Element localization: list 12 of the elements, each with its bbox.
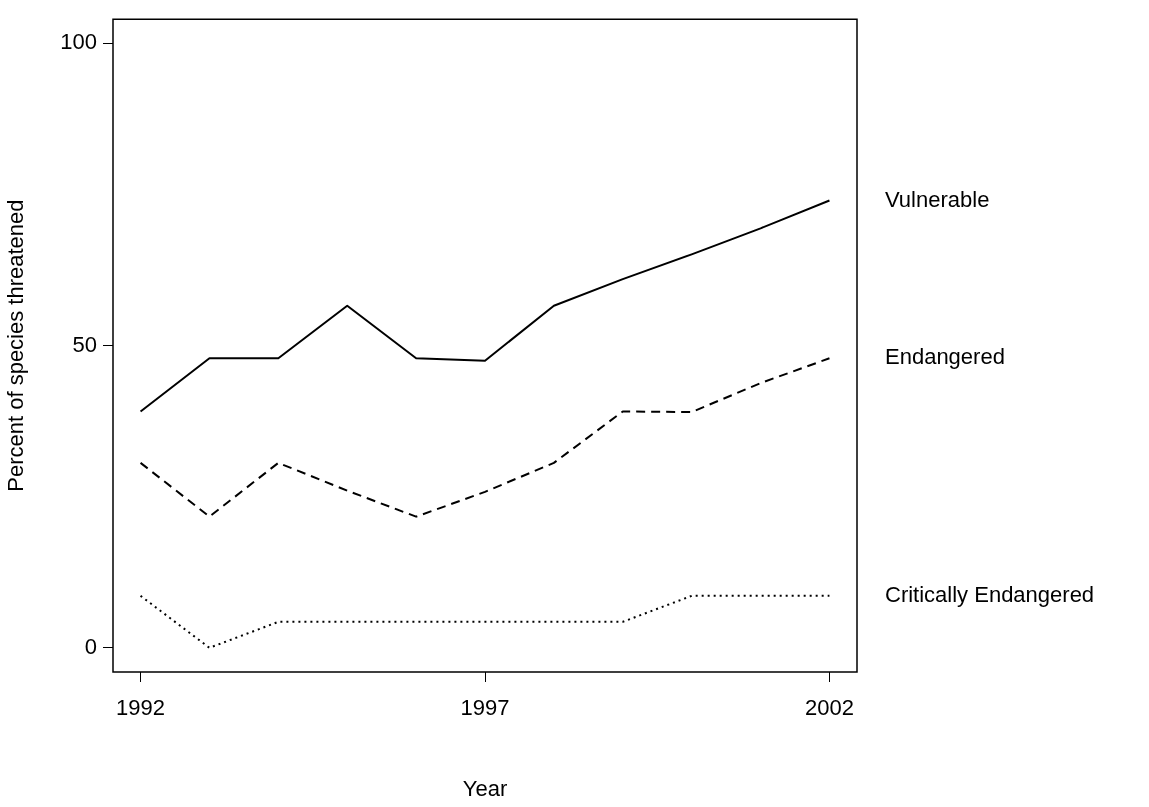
y-tick-label: 50 (72, 331, 97, 357)
text: Vulnerable (885, 186, 990, 212)
y-axis-title: Percent of species threatened (3, 199, 29, 492)
y-tick-label: 0 (84, 633, 97, 659)
x-tick-label: 1997 (460, 695, 510, 721)
text: Critically Endangered (885, 581, 1095, 607)
x-tick-label: 2002 (804, 695, 854, 721)
x-tick-label: 1992 (116, 695, 166, 721)
x-axis-title: Year (462, 775, 508, 801)
text: Endangered (885, 344, 1005, 370)
line-series (139, 357, 831, 518)
y-tick-label: 100 (60, 29, 97, 55)
